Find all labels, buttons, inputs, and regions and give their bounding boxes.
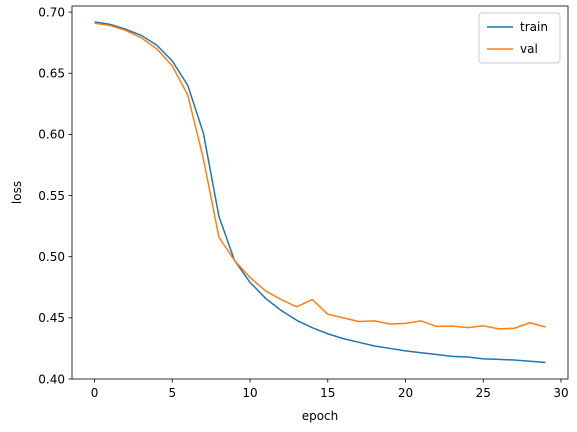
series-line-train: [94, 21, 546, 364]
x-tick-label: 25: [476, 386, 491, 400]
plot-frame: [71, 5, 569, 380]
series-line-val: [94, 22, 546, 330]
y-axis-label: loss: [10, 181, 24, 204]
y-tick-label: 0.70: [38, 5, 65, 19]
axis-layer: 0 5 10 15 20 25 30 0.40 0.45 0.50 0.55 0.60 0.65 0.70: [38, 5, 568, 400]
x-tick-label: 10: [242, 386, 257, 400]
y-tick-label: 0.55: [38, 189, 65, 203]
y-tick-label: 0.50: [38, 250, 65, 264]
x-tick-label: 20: [398, 386, 413, 400]
legend-label-val: val: [520, 42, 538, 56]
x-tick-label: 0: [91, 386, 99, 400]
y-tick-label: 0.65: [38, 67, 65, 81]
x-tick-label: 30: [553, 386, 568, 400]
y-tick-label: 0.40: [38, 372, 65, 386]
y-tick-label: 0.60: [38, 128, 65, 142]
legend: train val: [478, 12, 561, 64]
x-tick-label: 15: [320, 386, 335, 400]
plot-area: [72, 6, 568, 379]
legend-box: [478, 12, 561, 64]
series-layer: [94, 21, 546, 364]
x-axis-label: epoch: [302, 409, 339, 423]
x-tick-label: 5: [168, 386, 176, 400]
y-tick-label: 0.45: [38, 311, 65, 325]
legend-label-train: train: [520, 20, 548, 34]
